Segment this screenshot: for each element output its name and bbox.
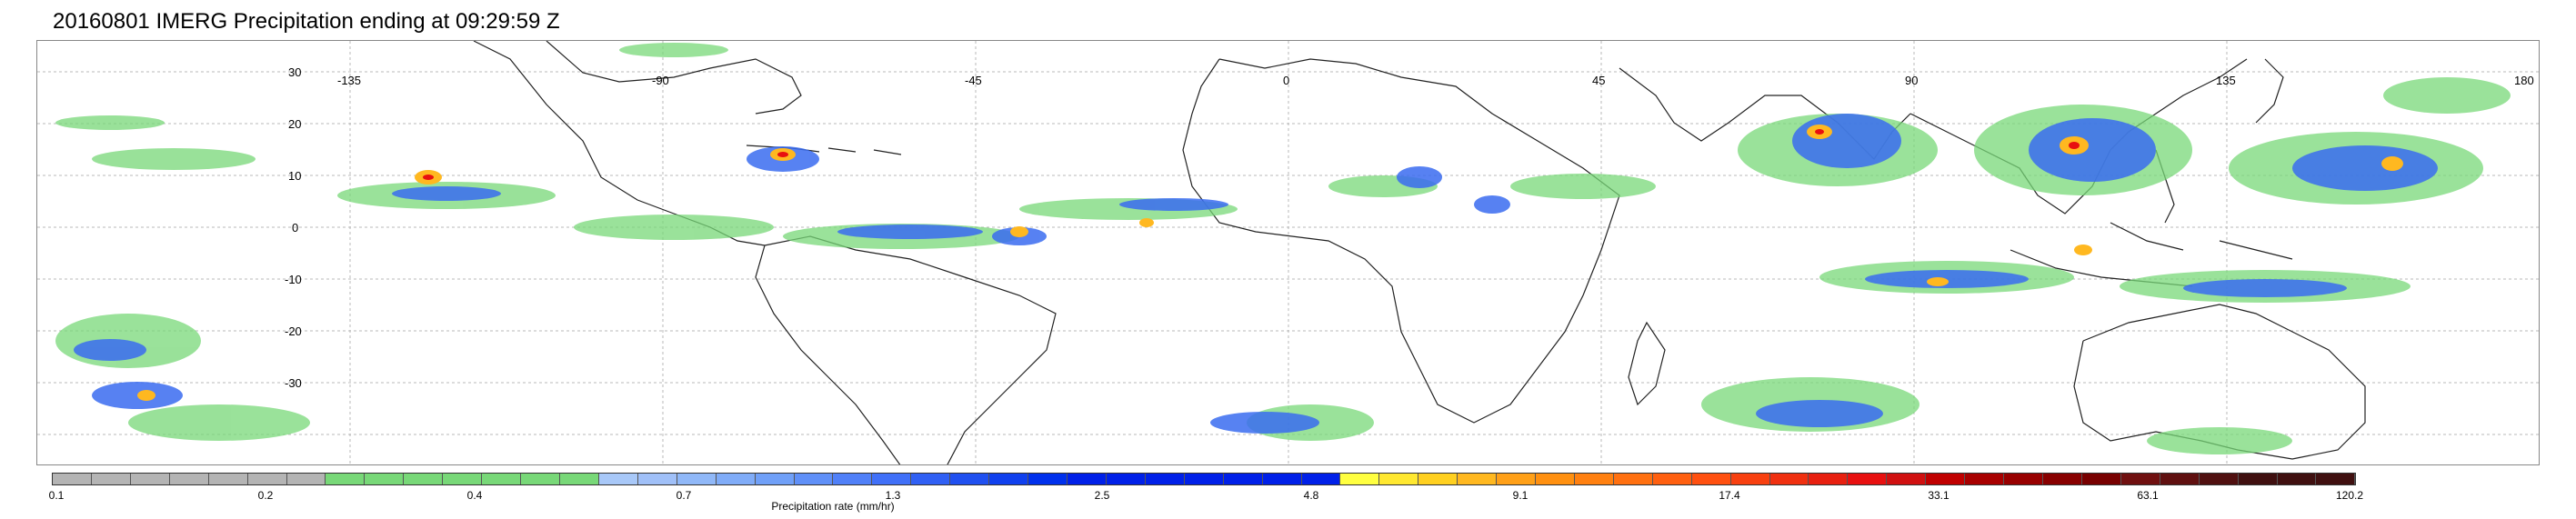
- lat-label-minus10: -10: [285, 273, 302, 286]
- lat-label-minus30: -30: [285, 376, 302, 390]
- colorbar-tick: 9.1: [1512, 489, 1529, 502]
- colorbar-swatch: [794, 474, 834, 484]
- colorbar-swatch: [1769, 474, 1809, 484]
- colorbar-swatch: [2160, 474, 2200, 484]
- colorbar-tick: 0.7: [676, 489, 692, 502]
- colorbar-swatch: [1848, 474, 1888, 484]
- colorbar-swatch: [1536, 474, 1575, 484]
- colorbar-swatch: [598, 474, 638, 484]
- colorbar-swatch: [53, 474, 92, 484]
- colorbar-swatch: [1418, 474, 1458, 484]
- lon-label-minus45: -45: [965, 74, 982, 87]
- colorbar-swatch: [2277, 474, 2317, 484]
- lon-label-45: 45: [1592, 74, 1606, 87]
- colorbar-tick: 17.4: [1719, 489, 1740, 502]
- colorbar-swatch: [1379, 474, 1419, 484]
- colorbar-swatch: [2120, 474, 2160, 484]
- lon-label-minus90: -90: [652, 74, 669, 87]
- colorbar-swatch: [2316, 474, 2356, 484]
- colorbar-swatch: [1730, 474, 1770, 484]
- colorbar-swatch: [911, 474, 951, 484]
- colorbar-swatch: [716, 474, 756, 484]
- colorbar-swatch: [286, 474, 326, 484]
- precipitation-field: [55, 43, 2511, 454]
- colorbar-swatch: [482, 474, 522, 484]
- colorbar-swatch: [1574, 474, 1614, 484]
- lon-label-180: 180: [2514, 74, 2534, 87]
- colorbar-swatch: [404, 474, 444, 484]
- colorbar-swatch: [1965, 474, 2005, 484]
- lat-label-0: 0: [292, 221, 299, 235]
- colorbar-swatch: [2199, 474, 2239, 484]
- colorbar-tick: 1.3: [885, 489, 901, 502]
- colorbar-tick: 63.1: [2137, 489, 2159, 502]
- colorbar-swatch: [1262, 474, 1302, 484]
- graticule: [37, 41, 2539, 464]
- colorbar-tick: 2.5: [1094, 489, 1110, 502]
- colorbar-swatch: [443, 474, 483, 484]
- precipitation-map: 30 20 10 0 -10 -20 -30 -135 -90 -45 0 45…: [36, 40, 2540, 465]
- colorbar-swatch: [1145, 474, 1185, 484]
- colorbar-swatch: [950, 474, 990, 484]
- colorbar-swatch: [1340, 474, 1380, 484]
- colorbar-tick: 4.8: [1303, 489, 1319, 502]
- colorbar-swatch: [1106, 474, 1146, 484]
- colorbar-swatch: [755, 474, 795, 484]
- lon-label-90: 90: [1905, 74, 1919, 87]
- colorbar-swatch: [2043, 474, 2082, 484]
- map-canvas: [37, 41, 2539, 464]
- colorbar-swatch: [1497, 474, 1537, 484]
- colorbar-swatch: [1652, 474, 1692, 484]
- colorbar-swatch: [247, 474, 287, 484]
- colorbar-swatch: [559, 474, 599, 484]
- colorbar-swatch: [521, 474, 560, 484]
- precipitation-colorbar: [52, 473, 2356, 485]
- map-title: 20160801 IMERG Precipitation ending at 0…: [53, 9, 560, 34]
- lat-label-30: 30: [288, 65, 302, 79]
- colorbar-swatch: [637, 474, 677, 484]
- colorbar-swatch: [1184, 474, 1224, 484]
- colorbar-swatch: [365, 474, 405, 484]
- colorbar-swatch: [1028, 474, 1067, 484]
- lat-label-20: 20: [288, 117, 302, 131]
- colorbar-swatch: [2238, 474, 2278, 484]
- lat-label-minus20: -20: [285, 324, 302, 338]
- colorbar-swatch: [2004, 474, 2044, 484]
- colorbar-swatch: [169, 474, 209, 484]
- colorbar-tick: 0.4: [466, 489, 483, 502]
- colorbar-swatch: [91, 474, 131, 484]
- colorbar-swatch: [130, 474, 170, 484]
- lon-label-135: 135: [2216, 74, 2236, 87]
- colorbar-swatch: [2081, 474, 2121, 484]
- colorbar-swatch: [1613, 474, 1653, 484]
- colorbar-swatch: [872, 474, 912, 484]
- lon-label-0: 0: [1283, 74, 1290, 87]
- colorbar-swatch: [677, 474, 717, 484]
- colorbar-swatch: [326, 474, 366, 484]
- colorbar-swatch: [1067, 474, 1107, 484]
- colorbar-swatch: [208, 474, 248, 484]
- colorbar-swatch: [1887, 474, 1927, 484]
- colorbar-tick: 120.2: [2335, 489, 2364, 502]
- colorbar-swatch: [1926, 474, 1966, 484]
- colorbar-swatch: [1691, 474, 1731, 484]
- lat-label-10: 10: [288, 169, 302, 183]
- colorbar-title: Precipitation rate (mm/hr): [771, 500, 895, 513]
- colorbar-tick: 33.1: [1928, 489, 1950, 502]
- colorbar-tick: 0.2: [257, 489, 274, 502]
- colorbar-swatch: [1301, 474, 1341, 484]
- lon-label-minus135: -135: [337, 74, 362, 87]
- colorbar-swatch: [833, 474, 873, 484]
- colorbar-tick: 0.1: [48, 489, 65, 502]
- colorbar-swatch: [1809, 474, 1849, 484]
- colorbar-swatch: [989, 474, 1029, 484]
- colorbar-swatch: [1458, 474, 1498, 484]
- colorbar-swatch: [1223, 474, 1263, 484]
